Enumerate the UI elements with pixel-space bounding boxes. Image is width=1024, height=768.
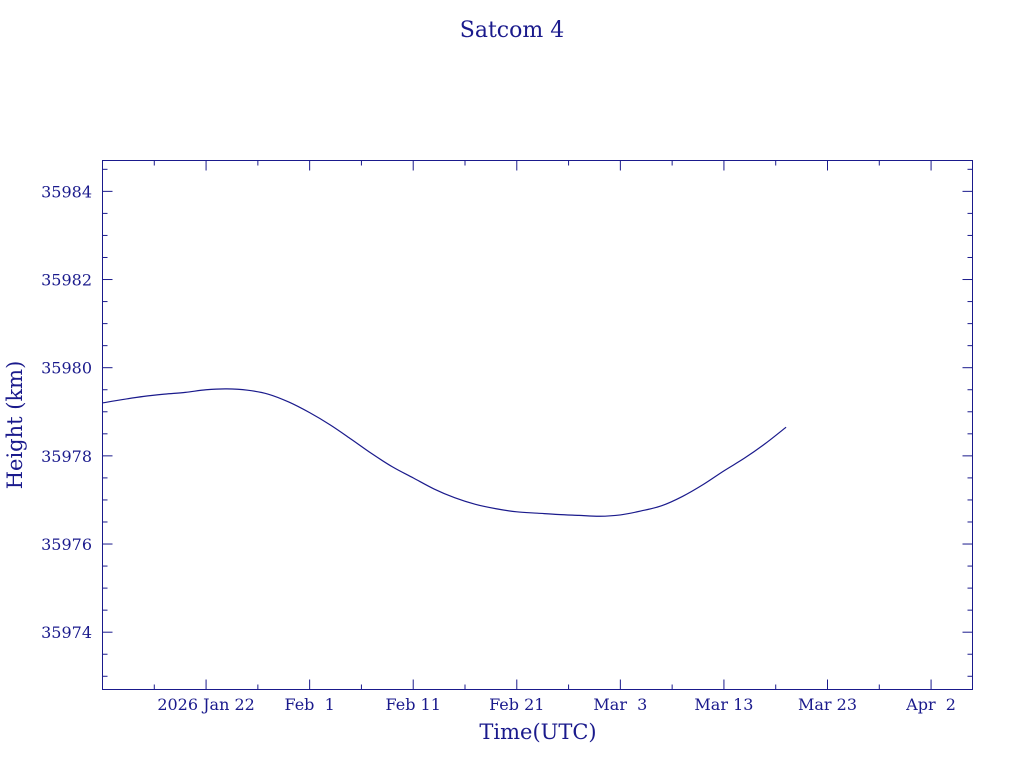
series-line bbox=[102, 388, 787, 517]
x-tick-label: Mar 3 bbox=[593, 695, 647, 714]
x-tick-label: Feb 11 bbox=[386, 695, 441, 714]
plot-frame bbox=[102, 160, 973, 690]
y-tick-label: 35980 bbox=[41, 359, 92, 378]
x-tick-label: Apr 2 bbox=[905, 695, 956, 714]
y-axis-title: Height (km) bbox=[3, 361, 27, 490]
chart-title: Satcom 4 bbox=[460, 18, 564, 43]
series-layer bbox=[102, 388, 787, 517]
y-tick-label: 35974 bbox=[41, 623, 92, 642]
y-axis: 35974 35976 35978 35980 35982 35984 bbox=[41, 168, 973, 677]
x-axis-title: Time(UTC) bbox=[479, 720, 596, 744]
x-axis: 2026 Jan 22 Feb 1 Feb 11 Feb 21 Mar 3 Mar 13 M… bbox=[153, 160, 956, 714]
y-tick-label: 35982 bbox=[41, 271, 92, 290]
x-tick-label: 2026 Jan 22 bbox=[157, 695, 255, 714]
x-tick-label: Feb 21 bbox=[489, 695, 544, 714]
x-tick-label: Feb 1 bbox=[284, 695, 334, 714]
x-tick-label: Mar 23 bbox=[798, 695, 857, 714]
y-tick-label: 35976 bbox=[41, 535, 92, 554]
y-tick-label: 35984 bbox=[41, 182, 92, 201]
y-tick-label: 35978 bbox=[41, 447, 92, 466]
x-tick-label: Mar 13 bbox=[694, 695, 753, 714]
